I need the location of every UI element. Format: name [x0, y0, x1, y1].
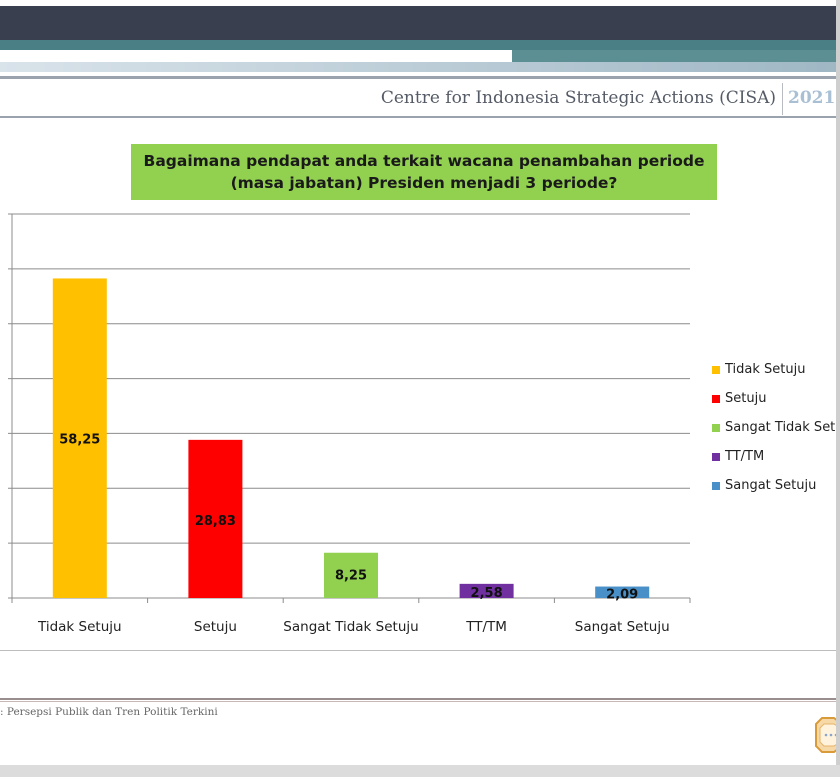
- chart-legend: Tidak Setuju Setuju Sangat Tidak Setuju TT/…: [712, 355, 836, 500]
- bar-sangat-setuju: [595, 586, 650, 598]
- data-label: 2,09: [606, 588, 638, 603]
- legend-label: Sangat Setuju: [725, 478, 817, 493]
- legend-item: Tidak Setuju: [712, 355, 836, 384]
- legend-swatch: [712, 423, 720, 432]
- x-tick-label: Sangat Setuju: [575, 619, 670, 635]
- bottom-frame: [0, 765, 840, 777]
- bar-sangat-tidak-setuju: [324, 552, 378, 598]
- legend-label: Sangat Tidak Setuju: [725, 420, 836, 435]
- header-separator: [782, 83, 783, 115]
- header-rule: [0, 76, 836, 79]
- legend-item: Sangat Tidak Setuju: [712, 413, 836, 442]
- footer-text: : Persepsi Publik dan Tren Politik Terki…: [0, 706, 218, 718]
- x-tick-label: Sangat Tidak Setuju: [283, 619, 418, 635]
- x-tick-label: Tidak Setuju: [37, 619, 122, 635]
- logo-icon: [815, 717, 836, 753]
- header-teal-band: [0, 40, 836, 50]
- header-bottom-rule: [0, 116, 836, 118]
- chart-title: Bagaimana pendapat anda terkait wacana p…: [131, 144, 717, 200]
- header-dark-band: [0, 6, 836, 40]
- legend-item: TT/TM: [712, 442, 836, 471]
- data-label: 8,25: [335, 569, 367, 584]
- x-tick-label: Setuju: [194, 619, 237, 635]
- legend-swatch: [712, 365, 720, 374]
- organization-name: Centre for Indonesia Strategic Actions (…: [380, 88, 776, 108]
- legend-label: TT/TM: [725, 449, 765, 464]
- bar-tt-tm: [459, 583, 514, 598]
- bar-chart: 58,25 Tidak Setuju 28,83 Setuju 8,25 Sangat T…: [8, 213, 691, 635]
- header-light-band: [0, 62, 836, 72]
- data-label: 58,25: [59, 432, 100, 447]
- footer-rule: [0, 698, 836, 700]
- legend-item: Sangat Setuju: [712, 471, 836, 500]
- legend-swatch: [712, 481, 720, 490]
- data-label: 28,83: [195, 514, 236, 529]
- legend-swatch: [712, 452, 720, 461]
- window-frame-right: [836, 0, 840, 777]
- chart-area: [0, 118, 836, 651]
- legend-item: Setuju: [712, 384, 836, 413]
- header-teal-accent: [512, 50, 836, 62]
- footer-rule-secondary: [0, 701, 836, 702]
- x-tick-label: TT/TM: [465, 619, 507, 635]
- bar-tidak-setuju: [52, 278, 107, 598]
- data-label: 2,58: [471, 586, 503, 601]
- legend-label: Tidak Setuju: [725, 362, 806, 377]
- legend-swatch: [712, 394, 720, 403]
- bar-setuju: [188, 439, 243, 598]
- legend-label: Setuju: [725, 391, 767, 406]
- header-year: 2021: [788, 88, 836, 108]
